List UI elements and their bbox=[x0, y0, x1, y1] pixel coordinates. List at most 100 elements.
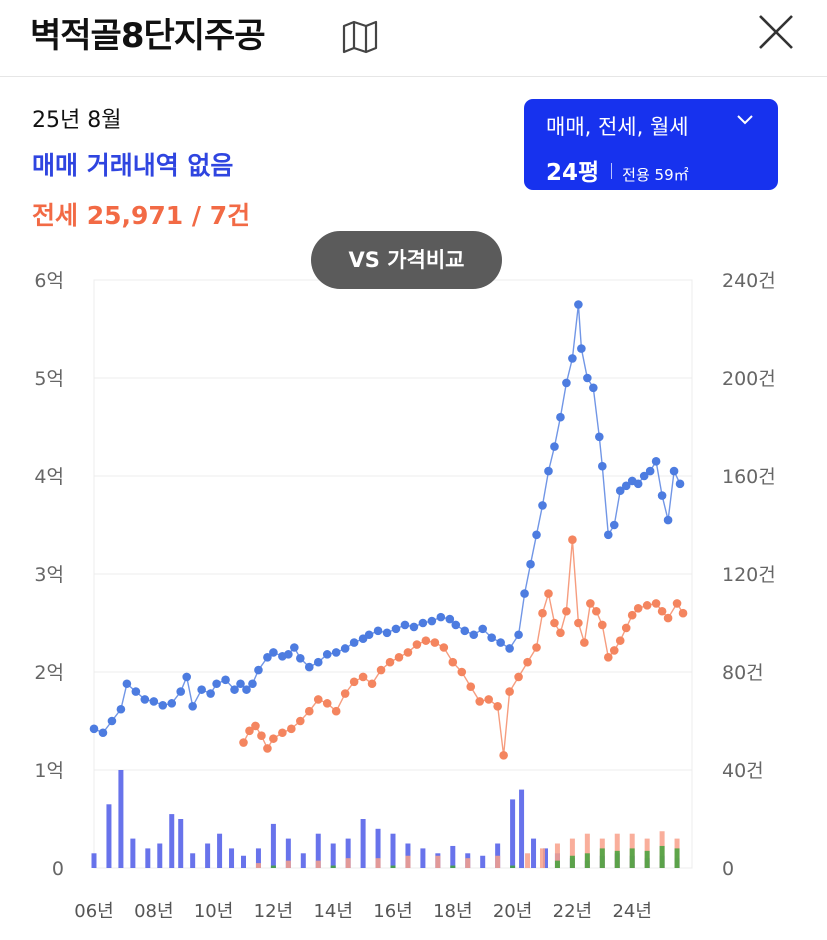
sale-point bbox=[254, 665, 263, 675]
trade-type-filter-button[interactable]: 매매, 전세, 월세 24평 전용 59㎡ bbox=[524, 99, 778, 190]
volume-sale-bar bbox=[178, 819, 184, 868]
sale-point bbox=[621, 481, 631, 491]
jeonse-point bbox=[403, 648, 413, 657]
y-left-tick-label: 1억 bbox=[34, 760, 64, 782]
sale-point bbox=[313, 657, 323, 667]
sale-point bbox=[206, 689, 215, 698]
volume-jeonse-bar bbox=[345, 858, 351, 868]
x-tick-label: 08년 bbox=[134, 901, 173, 922]
sale-point bbox=[609, 520, 619, 530]
sale-point bbox=[290, 643, 299, 652]
volume-sale-bar bbox=[145, 848, 151, 868]
jeonse-point bbox=[269, 734, 278, 743]
jeonse-point bbox=[678, 608, 688, 618]
y-right-tick-label: 200건 bbox=[722, 368, 776, 390]
volume-sale-bar bbox=[519, 789, 525, 868]
sale-point bbox=[487, 633, 496, 642]
sale-point bbox=[131, 687, 141, 696]
sale-point bbox=[149, 697, 159, 706]
jeonse-point bbox=[448, 657, 458, 667]
sale-point bbox=[526, 559, 535, 569]
y-right-tick-label: 40건 bbox=[722, 760, 764, 782]
y-left-tick-label: 2억 bbox=[34, 662, 64, 684]
header: 벽적골8단지주공 bbox=[0, 0, 827, 77]
volume-jeonse-bar bbox=[435, 855, 441, 868]
sale-point bbox=[669, 466, 679, 476]
volume-sale-bar bbox=[510, 799, 516, 868]
sale-point bbox=[562, 378, 571, 388]
close-icon[interactable] bbox=[752, 8, 800, 56]
sale-point bbox=[140, 695, 150, 704]
sale-point bbox=[197, 685, 206, 694]
sale-point bbox=[589, 383, 598, 393]
sale-point bbox=[340, 644, 350, 653]
sale-point bbox=[556, 412, 565, 422]
sale-point bbox=[418, 618, 428, 628]
jeonse-point bbox=[239, 738, 248, 747]
volume-sale-bar bbox=[315, 833, 321, 868]
jeonse-point bbox=[493, 702, 502, 711]
vs-compare-button[interactable]: VS 가격비교 bbox=[311, 231, 502, 289]
jeonse-point bbox=[523, 657, 532, 667]
volume-jeonse-bar bbox=[569, 838, 575, 868]
sale-point bbox=[460, 626, 470, 636]
jeonse-point bbox=[322, 699, 332, 708]
volume-jeonse-bar bbox=[315, 860, 321, 868]
y-left-tick-label: 3억 bbox=[34, 564, 64, 586]
jeonse-point bbox=[550, 618, 559, 628]
volume-sale-bar bbox=[480, 855, 486, 868]
sale-point bbox=[382, 628, 392, 638]
volume-sale-bar bbox=[300, 853, 306, 868]
jeonse-series bbox=[239, 535, 688, 760]
volume-rent-bar bbox=[674, 848, 680, 868]
jeonse-point bbox=[538, 608, 547, 618]
volume-sale-bar bbox=[531, 838, 537, 868]
jeonse-point bbox=[651, 599, 661, 608]
volume-sale-bar bbox=[91, 853, 97, 868]
jeonse-point bbox=[340, 689, 350, 698]
volume-rent-series bbox=[270, 845, 680, 868]
sale-point bbox=[242, 685, 251, 694]
volume-rent-bar bbox=[569, 855, 575, 868]
map-icon[interactable] bbox=[340, 20, 380, 54]
jeonse-point bbox=[296, 716, 305, 726]
sale-point bbox=[427, 616, 437, 626]
jeonse-point bbox=[556, 628, 565, 638]
sale-point bbox=[176, 687, 186, 696]
volume-jeonse-bar bbox=[584, 833, 590, 868]
jeonse-point bbox=[430, 638, 440, 647]
jeonse-point bbox=[663, 613, 673, 623]
jeonse-point bbox=[568, 535, 577, 544]
y-right-tick-label: 160건 bbox=[722, 466, 776, 488]
jeonse-point bbox=[376, 665, 386, 675]
volume-jeonse-bar bbox=[525, 853, 531, 868]
trade-types-label: 매매, 전세, 월세 bbox=[546, 115, 689, 139]
chevron-down-icon bbox=[737, 115, 753, 125]
jeonse-point bbox=[358, 672, 368, 682]
jeonse-point bbox=[657, 606, 667, 616]
volume-sale-bar bbox=[542, 848, 548, 868]
jeonse-point bbox=[278, 728, 287, 738]
sale-point bbox=[633, 479, 643, 489]
sale-point bbox=[304, 662, 314, 672]
volume-sale-series bbox=[91, 770, 680, 868]
volume-rent-bar bbox=[270, 865, 276, 868]
jeonse-point bbox=[586, 599, 595, 608]
jeonse-point bbox=[505, 687, 514, 696]
size-info: 24평 전용 59㎡ bbox=[546, 153, 689, 187]
sale-point bbox=[182, 672, 191, 682]
volume-rent-bar bbox=[510, 865, 516, 868]
jeonse-point bbox=[532, 643, 541, 652]
x-tick-label: 20년 bbox=[493, 901, 532, 922]
sale-point bbox=[651, 457, 661, 466]
jeonse-point bbox=[484, 695, 493, 704]
volume-sale-bar bbox=[118, 770, 124, 868]
volume-sale-bar bbox=[130, 838, 136, 868]
jeonse-point bbox=[642, 601, 652, 610]
y-left-tick-label: 0 bbox=[52, 858, 64, 880]
jeonse-point bbox=[287, 724, 296, 734]
volume-jeonse-bar bbox=[375, 858, 381, 868]
sale-point bbox=[158, 701, 168, 710]
volume-rent-bar bbox=[629, 848, 635, 868]
